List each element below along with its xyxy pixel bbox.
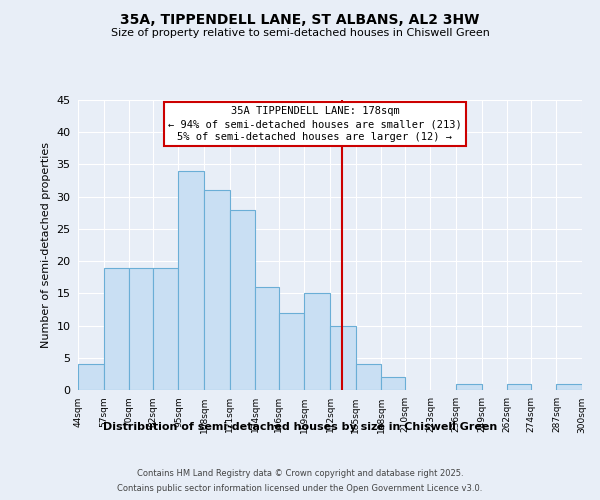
Text: 35A TIPPENDELL LANE: 178sqm
← 94% of semi-detached houses are smaller (213)
5% o: 35A TIPPENDELL LANE: 178sqm ← 94% of sem… [168, 106, 462, 142]
Bar [129, 268, 153, 390]
Bar [304, 294, 330, 390]
Bar [507, 384, 531, 390]
Text: Distribution of semi-detached houses by size in Chiswell Green: Distribution of semi-detached houses by … [103, 422, 497, 432]
Bar [456, 384, 482, 390]
Bar [356, 364, 381, 390]
Bar [330, 326, 356, 390]
Text: Contains HM Land Registry data © Crown copyright and database right 2025.: Contains HM Land Registry data © Crown c… [137, 469, 463, 478]
Text: Contains public sector information licensed under the Open Government Licence v3: Contains public sector information licen… [118, 484, 482, 493]
Bar [178, 171, 204, 390]
Bar [556, 384, 582, 390]
Bar [204, 190, 230, 390]
Bar [230, 210, 255, 390]
Bar [255, 287, 279, 390]
Y-axis label: Number of semi-detached properties: Number of semi-detached properties [41, 142, 50, 348]
Text: 35A, TIPPENDELL LANE, ST ALBANS, AL2 3HW: 35A, TIPPENDELL LANE, ST ALBANS, AL2 3HW [121, 12, 479, 26]
Bar [78, 364, 104, 390]
Bar [153, 268, 178, 390]
Bar [381, 377, 405, 390]
Bar [279, 312, 304, 390]
Bar [104, 268, 129, 390]
Text: Size of property relative to semi-detached houses in Chiswell Green: Size of property relative to semi-detach… [110, 28, 490, 38]
